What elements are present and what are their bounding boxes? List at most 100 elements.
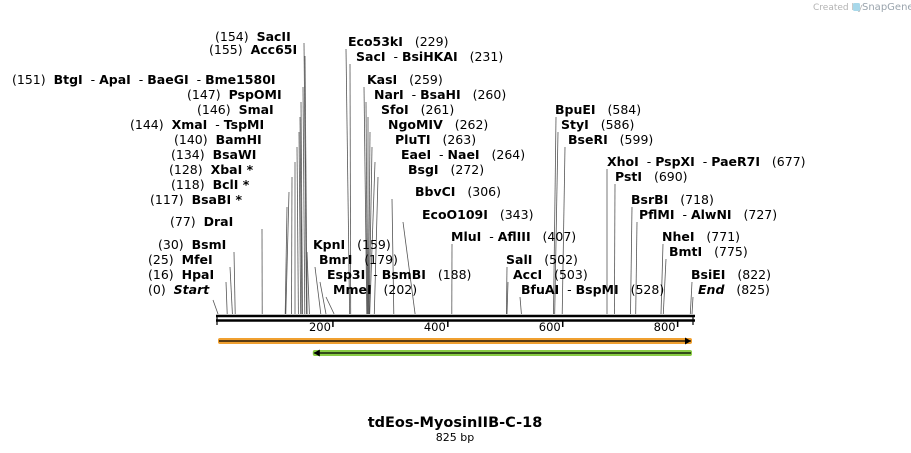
leader-line-bsiei bbox=[689, 281, 693, 315]
cut-position: (134) bbox=[171, 147, 205, 162]
leader-line-pflmi bbox=[635, 221, 638, 315]
enzyme-labels: (0) Start(16) HpaI(25) MfeI(30) BsmI(77)… bbox=[12, 29, 806, 297]
enzyme-name: NgoMIV bbox=[388, 117, 443, 132]
label-gap bbox=[532, 252, 544, 267]
enzyme-label-pluti: PluTI (263) bbox=[395, 132, 476, 147]
leader-line-bsabi bbox=[284, 206, 288, 315]
cut-position: (727) bbox=[744, 207, 778, 222]
enzyme-label-nari: NarI - BsaHI (260) bbox=[374, 87, 506, 102]
cut-position: (690) bbox=[654, 169, 688, 184]
leader-line-ngomiv bbox=[368, 131, 371, 315]
label-gap bbox=[174, 252, 182, 267]
name-separator: - bbox=[83, 72, 99, 87]
cut-position: (117) bbox=[150, 192, 184, 207]
enzyme-name: Start bbox=[174, 282, 211, 297]
enzyme-name: BsgI bbox=[408, 162, 439, 177]
leader-line-start bbox=[212, 299, 219, 315]
leader-line-acc65i bbox=[304, 55, 308, 315]
enzyme-label-bsiei: BsiEI (822) bbox=[691, 267, 771, 282]
name-separator: - bbox=[481, 229, 497, 244]
enzyme-name: AccI bbox=[513, 267, 542, 282]
feature-track bbox=[218, 337, 692, 357]
enzyme-label-bmti: BmtI (775) bbox=[669, 244, 748, 259]
enzyme-name: Esp3I bbox=[327, 267, 365, 282]
enzyme-name: End bbox=[698, 282, 725, 297]
enzyme-name: EcoO109I bbox=[422, 207, 488, 222]
enzyme-name: MluI bbox=[451, 229, 481, 244]
cut-position: (144) bbox=[130, 117, 164, 132]
enzyme-name: AlwNI bbox=[691, 207, 732, 222]
enzyme-name: NaeI bbox=[448, 147, 480, 162]
enzyme-label-bsgi: BsgI (272) bbox=[408, 162, 484, 177]
enzyme-name: XmaI bbox=[172, 117, 208, 132]
cut-position: (272) bbox=[451, 162, 485, 177]
enzyme-name: BbvCI bbox=[415, 184, 455, 199]
cut-position: (263) bbox=[442, 132, 476, 147]
enzyme-label-smai: (146) SmaI bbox=[197, 102, 274, 117]
cut-position: (147) bbox=[187, 87, 221, 102]
enzyme-name: PaeR7I bbox=[711, 154, 760, 169]
cut-position: (140) bbox=[174, 132, 208, 147]
enzyme-label-bsabi: (117) BsaBI * bbox=[150, 192, 243, 207]
enzyme-name: PspXI bbox=[655, 154, 695, 169]
enzyme-name: EaeI bbox=[401, 147, 431, 162]
enzyme-name: BmtI bbox=[669, 244, 702, 259]
label-gap bbox=[409, 102, 421, 117]
cut-position: (677) bbox=[772, 154, 806, 169]
map-length: 825 bp bbox=[436, 431, 474, 444]
leader-line-xmai bbox=[298, 131, 302, 315]
leader-line-esp3i bbox=[319, 281, 327, 315]
enzyme-name: NarI bbox=[374, 87, 404, 102]
label-gap bbox=[702, 244, 714, 259]
enzyme-label-sali: SalI (502) bbox=[506, 252, 578, 267]
name-separator: - bbox=[189, 72, 205, 87]
leader-line-bfuai bbox=[519, 296, 522, 315]
leader-line-kpni bbox=[306, 251, 310, 315]
leader-line-bcli bbox=[285, 191, 290, 315]
leader-lines bbox=[212, 42, 694, 315]
cut-position: (30) bbox=[158, 237, 184, 252]
enzyme-name: HpaI bbox=[182, 267, 215, 282]
enzyme-name: BsaBI * bbox=[192, 192, 243, 207]
enzyme-name: Acc65I bbox=[251, 42, 298, 57]
enzyme-label-psti: PstI (690) bbox=[615, 169, 688, 184]
enzyme-name: PstI bbox=[615, 169, 642, 184]
enzyme-label-acc65i: (155) Acc65I bbox=[209, 42, 297, 57]
leader-line-bsgi bbox=[373, 176, 379, 315]
name-separator: - bbox=[131, 72, 147, 87]
enzyme-name: BamHI bbox=[216, 132, 262, 147]
label-gap bbox=[397, 72, 409, 87]
enzyme-label-pflmi: PflMI - AlwNI (727) bbox=[639, 207, 777, 222]
name-separator: - bbox=[431, 147, 447, 162]
name-separator: - bbox=[404, 87, 420, 102]
leader-line-bmti bbox=[662, 258, 667, 315]
enzyme-name: TspMI bbox=[224, 117, 264, 132]
cut-position: (306) bbox=[467, 184, 501, 199]
credit-text: Created by bbox=[813, 3, 863, 13]
enzyme-name: BsmI bbox=[192, 237, 227, 252]
axis-tick-label: 400 bbox=[424, 320, 446, 334]
leader-line-sali bbox=[506, 266, 508, 315]
enzyme-label-sfoi: SfoI (261) bbox=[381, 102, 454, 117]
enzyme-label-btgi: (151) BtgI - ApaI - BaeGI - Bme1580I bbox=[12, 72, 276, 87]
cut-position: (822) bbox=[737, 267, 771, 282]
label-gap bbox=[642, 169, 654, 184]
label-gap bbox=[205, 147, 213, 162]
sequence-backbone bbox=[216, 314, 695, 322]
name-separator: - bbox=[559, 282, 575, 297]
leader-line-bpuei bbox=[553, 116, 557, 315]
axis-ticks: 200 400 600 800 bbox=[216, 316, 694, 334]
name-separator: - bbox=[695, 154, 711, 169]
enzyme-label-pspomi: (147) PspOMI bbox=[187, 87, 282, 102]
enzyme-name: BsaWI bbox=[213, 147, 257, 162]
label-gap bbox=[455, 184, 467, 199]
label-gap bbox=[403, 34, 415, 49]
enzyme-name: PflMI bbox=[639, 207, 675, 222]
enzyme-name: BpuEI bbox=[555, 102, 596, 117]
cut-position: (343) bbox=[500, 207, 534, 222]
cut-position: (159) bbox=[357, 237, 391, 252]
enzyme-name: KasI bbox=[367, 72, 397, 87]
label-gap bbox=[608, 132, 620, 147]
leader-line-saci bbox=[349, 63, 352, 315]
enzyme-name: AflIII bbox=[498, 229, 531, 244]
